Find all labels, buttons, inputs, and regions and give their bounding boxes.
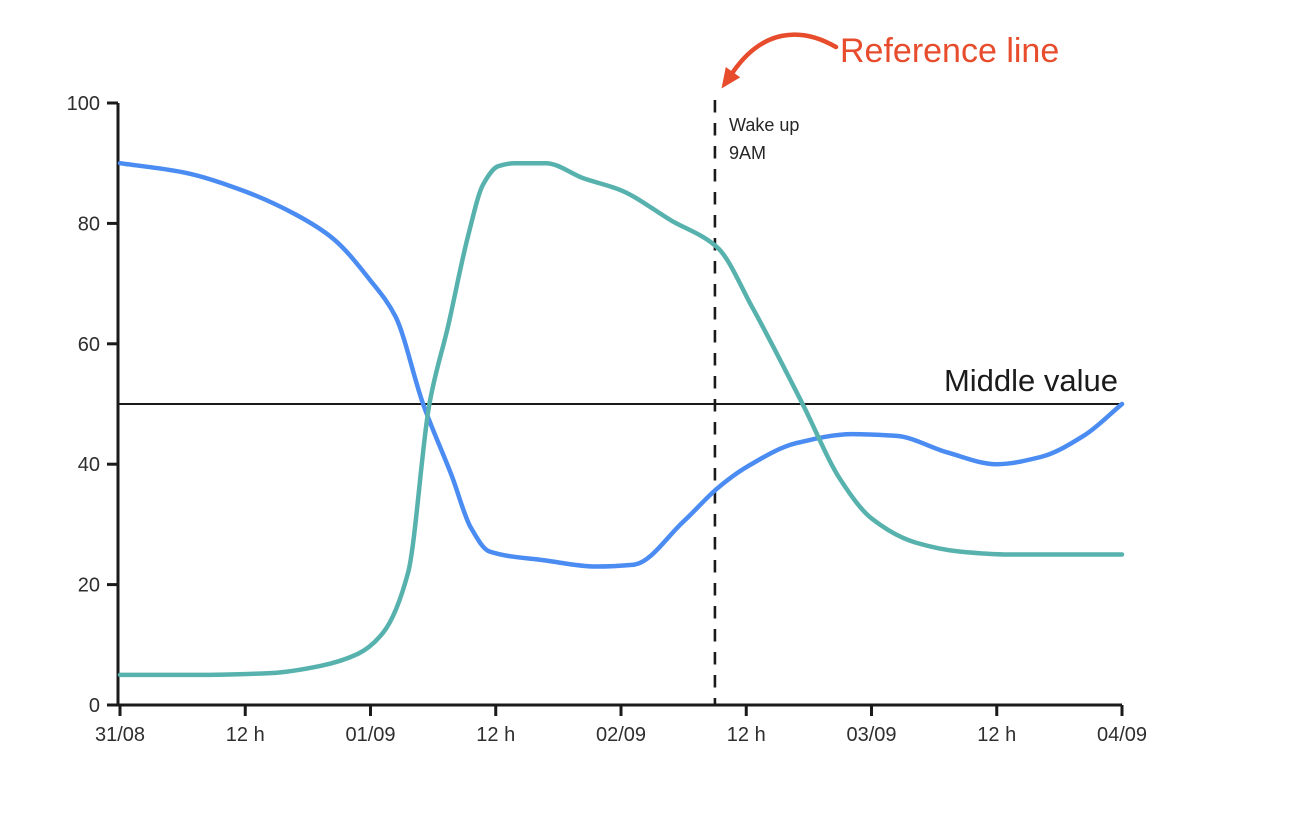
y-tick-label: 100: [67, 93, 100, 115]
x-tick-label: 12 h: [476, 724, 515, 746]
x-tick-label: 04/09: [1097, 724, 1147, 746]
y-tick-label: 80: [78, 213, 100, 235]
series-lines: [117, 160, 1125, 678]
series-teal-line: [117, 160, 1125, 678]
axes: 0 20 40 60 80 100 31/08 12 h 01/09 12 h 02/09 12 h 0…: [67, 93, 1147, 746]
y-tick-label: 40: [78, 454, 100, 476]
x-tick-label: 01/09: [345, 724, 395, 746]
callout-arrow-curve: [730, 32, 839, 75]
callout-arrowhead-icon: [721, 67, 741, 89]
reference-line-callout-label: Reference line: [840, 32, 1059, 70]
x-tick-label: 12 h: [977, 724, 1016, 746]
middle-value-label: Middle value: [944, 363, 1118, 398]
x-tick-label: 31/08: [95, 724, 145, 746]
annotations-layer: Wake up 9AM Middle value Reference line: [721, 32, 1118, 398]
y-tick-label: 0: [89, 695, 100, 717]
wake-up-label: Wake up: [729, 115, 799, 135]
x-tick-label: 12 h: [727, 724, 766, 746]
x-tick-label: 12 h: [226, 724, 265, 746]
series-blue-line: [117, 160, 1125, 569]
wake-up-time-label: 9AM: [729, 143, 766, 163]
x-tick-label: 02/09: [596, 724, 646, 746]
reference-lines: [118, 100, 1122, 705]
y-tick-label: 60: [78, 334, 100, 356]
x-tick-label: 03/09: [846, 724, 896, 746]
y-tick-label: 20: [78, 575, 100, 597]
